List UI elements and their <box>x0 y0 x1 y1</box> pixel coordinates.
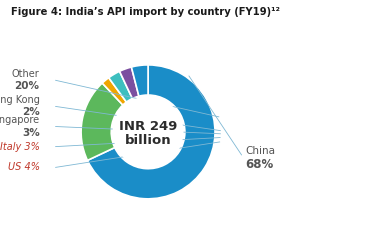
Text: 2%: 2% <box>22 107 39 118</box>
Text: 68%: 68% <box>245 157 273 171</box>
Text: Other: Other <box>12 69 39 79</box>
Text: Singapore: Singapore <box>0 115 39 125</box>
Text: Italy 3%: Italy 3% <box>0 142 39 152</box>
Text: 3%: 3% <box>22 127 39 138</box>
Wedge shape <box>109 71 132 102</box>
Text: INR 249: INR 249 <box>119 120 177 133</box>
Text: 20%: 20% <box>15 81 39 91</box>
Wedge shape <box>87 65 215 199</box>
Text: Figure 4: India’s API import by country (FY19)¹²: Figure 4: India’s API import by country … <box>11 7 280 17</box>
Wedge shape <box>119 67 139 98</box>
Wedge shape <box>81 83 123 160</box>
Text: Hong Kong: Hong Kong <box>0 95 39 105</box>
Text: billion: billion <box>125 134 171 147</box>
Circle shape <box>113 96 183 167</box>
Text: China: China <box>245 146 275 156</box>
Text: US 4%: US 4% <box>7 162 39 172</box>
Wedge shape <box>102 78 126 105</box>
Wedge shape <box>131 65 148 96</box>
